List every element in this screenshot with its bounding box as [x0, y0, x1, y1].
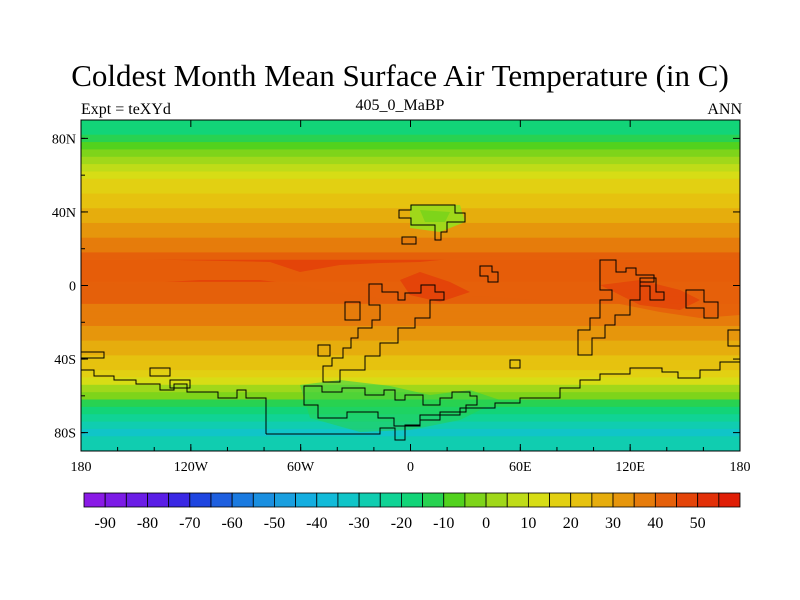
temperature-band	[81, 355, 740, 364]
colorbar-label: -30	[348, 515, 369, 532]
colorbar-swatch	[718, 492, 741, 508]
colorbar-swatch	[83, 492, 106, 508]
colorbar-swatch	[506, 492, 529, 508]
x-tick-label: 180	[71, 460, 92, 475]
y-tick-label: 80S	[54, 427, 76, 442]
colorbar-swatch	[527, 492, 550, 508]
colorbar-swatch	[612, 492, 635, 508]
colorbar-label: -80	[137, 515, 158, 532]
colorbar-swatch	[189, 492, 212, 508]
longitude-axis: 180 120W 60W 0 60E 120E 180	[71, 120, 751, 475]
temperature-band	[81, 318, 740, 327]
colorbar-swatch	[125, 492, 148, 508]
temperature-band	[81, 303, 740, 312]
colorbar-swatch	[147, 492, 170, 508]
temperature-band	[81, 340, 740, 349]
colorbar-label: -40	[306, 515, 327, 532]
colorbar-label: -10	[433, 515, 454, 532]
temperature-band	[81, 149, 740, 158]
y-tick-label: 40N	[52, 206, 76, 221]
temperature-band	[81, 311, 740, 320]
y-tick-label: 0	[69, 280, 76, 295]
temperature-band	[81, 237, 740, 246]
colorbar-label: 20	[563, 515, 579, 532]
continent-outlines	[81, 204, 740, 441]
temperature-band	[81, 370, 740, 379]
x-tick-label: 180	[730, 460, 751, 475]
time-period-label: 405_0_MaBP	[355, 97, 445, 114]
temperature-band	[81, 164, 740, 173]
colorbar-swatch	[633, 492, 656, 508]
temperature-band	[81, 186, 740, 195]
colorbar-swatch	[252, 492, 275, 508]
colorbar-swatch	[337, 492, 360, 508]
temperature-band	[81, 178, 740, 187]
colorbar-swatch	[654, 492, 677, 508]
colorbar-label: -50	[264, 515, 285, 532]
colorbar-swatch	[379, 492, 402, 508]
temperature-band	[81, 296, 740, 305]
temperature-band	[81, 156, 740, 165]
y-tick-label: 40S	[54, 353, 76, 368]
temperature-band	[81, 134, 740, 143]
temperature-band	[81, 230, 740, 239]
temperature-band	[81, 325, 740, 334]
colorbar-swatch	[676, 492, 699, 508]
latitude-axis: 80N 40N 0 40S 80S	[52, 132, 740, 442]
colorbar-swatch	[549, 492, 572, 508]
colorbar-swatch	[104, 492, 127, 508]
temperature-band	[81, 171, 740, 180]
temperature-band	[81, 193, 740, 202]
colorbar-label: 10	[520, 515, 536, 532]
colorbar-label: -20	[391, 515, 412, 532]
temperature-band	[81, 436, 740, 445]
colorbar-label: 50	[690, 515, 706, 532]
tropical-warm-region	[81, 205, 740, 432]
x-tick-label: 60W	[287, 460, 315, 475]
x-tick-label: 0	[407, 460, 414, 475]
temperature-band	[81, 348, 740, 356]
colorbar-swatch	[231, 492, 254, 508]
temperature-band	[81, 127, 740, 136]
colorbar-swatch	[485, 492, 508, 508]
colorbar-label: 40	[647, 515, 663, 532]
temperature-band	[81, 142, 740, 151]
colorbar: -90 -80 -70 -60 -50 -40 -30 -20 -10 0 10 20 30 40 50	[83, 492, 741, 532]
colorbar-swatch	[591, 492, 614, 508]
colorbar-swatch	[697, 492, 720, 508]
temperature-band	[81, 252, 740, 261]
colorbar-label: 0	[482, 515, 490, 532]
colorbar-label: -90	[94, 515, 115, 532]
colorbar-swatch	[422, 492, 445, 508]
colorbar-swatch	[274, 492, 297, 508]
colorbar-label: -60	[221, 515, 242, 532]
colorbar-swatch	[443, 492, 466, 508]
temperature-band	[81, 428, 740, 437]
plot-title: Coldest Month Mean Surface Air Temperatu…	[71, 58, 729, 93]
y-tick-label: 80N	[52, 132, 76, 147]
colorbar-swatch	[210, 492, 233, 508]
colorbar-swatch	[464, 492, 487, 508]
colorbar-label: -70	[179, 515, 200, 532]
colorbar-swatch	[316, 492, 339, 508]
colorbar-label: 30	[605, 515, 621, 532]
colorbar-swatch	[295, 492, 318, 508]
x-tick-label: 120W	[174, 460, 209, 475]
temperature-band	[81, 333, 740, 342]
colorbar-swatch	[358, 492, 381, 508]
experiment-label: Expt = teXYd	[81, 101, 171, 118]
temperature-band	[81, 384, 740, 393]
colorbar-swatch	[168, 492, 191, 508]
colorbar-swatch	[570, 492, 593, 508]
x-tick-label: 60E	[509, 460, 532, 475]
temperature-band	[81, 362, 740, 371]
colorbar-swatch	[401, 492, 423, 508]
temperature-band	[81, 377, 740, 386]
x-tick-label: 120E	[615, 460, 645, 475]
season-label: ANN	[707, 101, 742, 118]
temperature-band	[81, 245, 740, 253]
